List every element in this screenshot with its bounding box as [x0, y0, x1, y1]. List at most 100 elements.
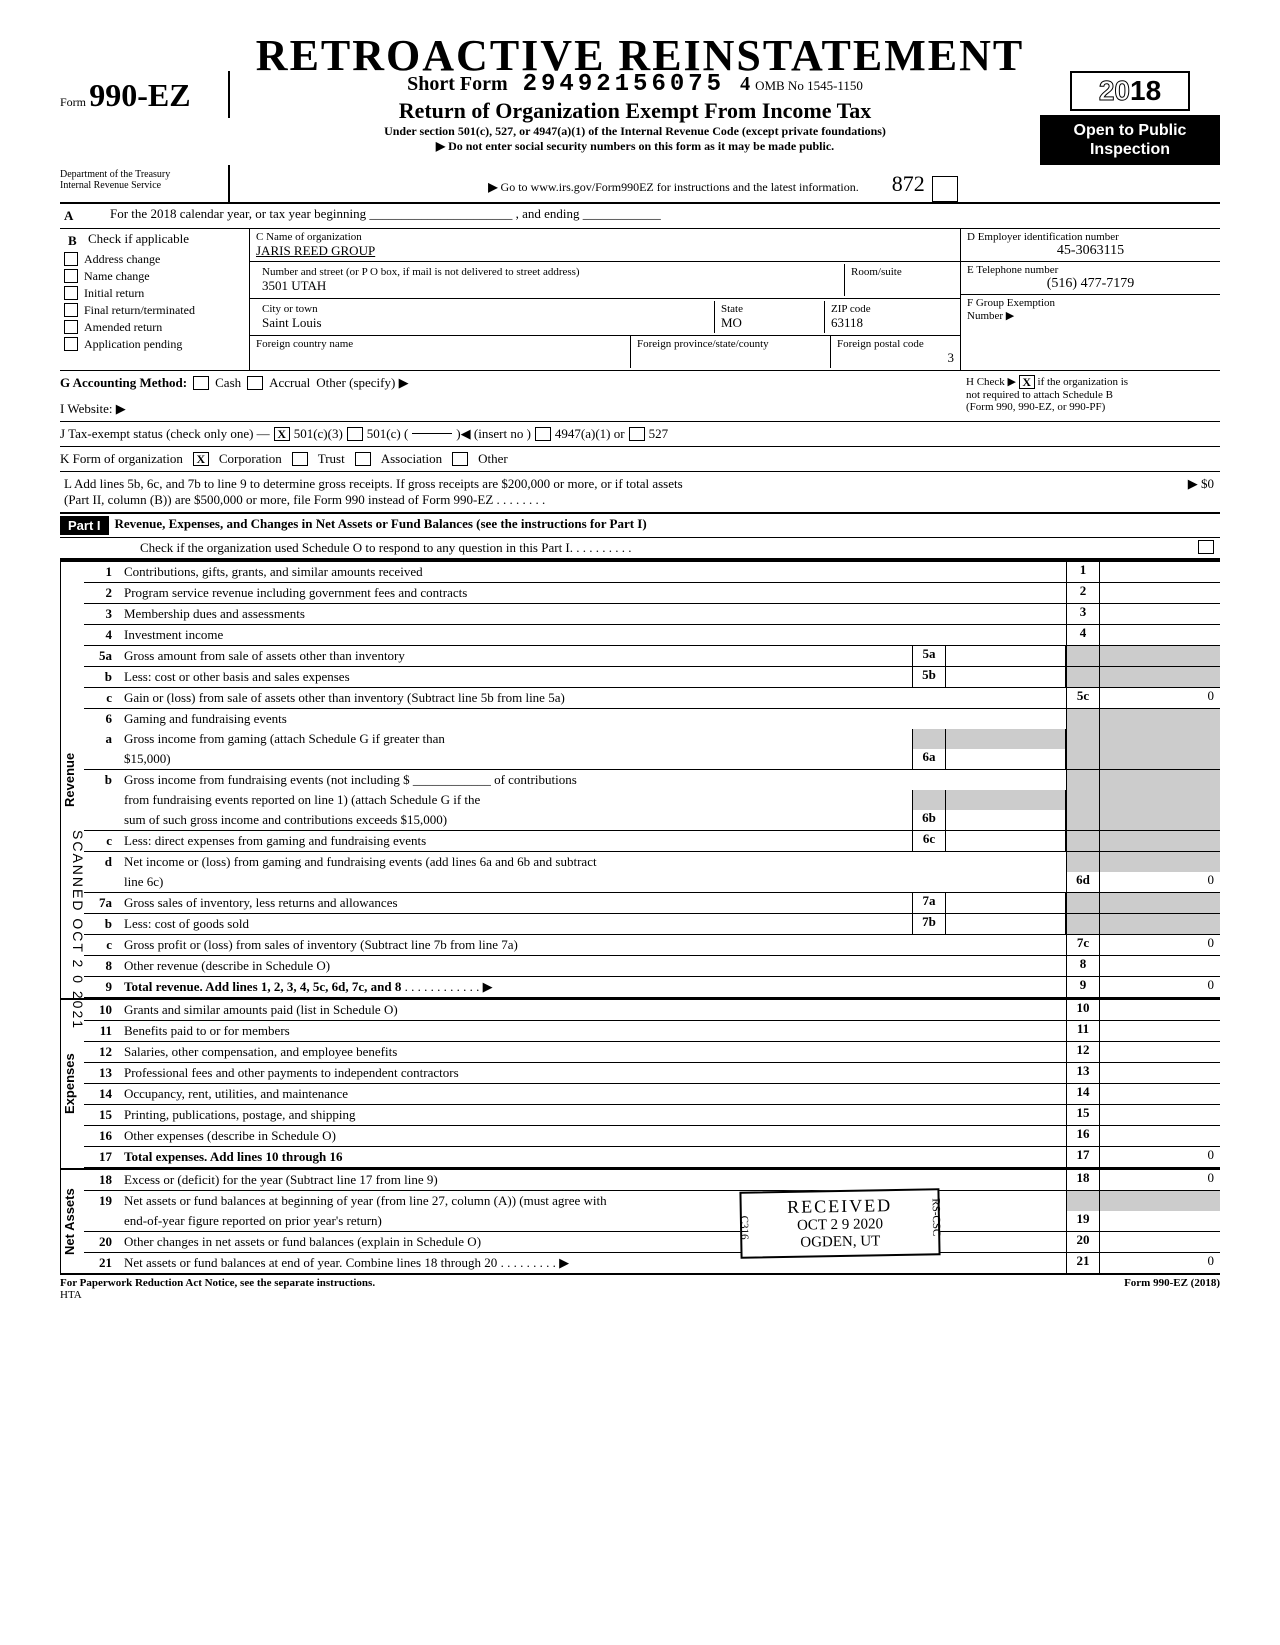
chk-final-return[interactable] — [64, 303, 78, 317]
h-text1: H Check ▶ — [966, 376, 1016, 388]
omb-number: OMB No 1545-1150 — [755, 78, 863, 93]
open-to-public-box: Open to Public Inspection — [1040, 115, 1220, 165]
chk-h[interactable]: X — [1019, 375, 1035, 389]
c-name-value: JARIS REED GROUP — [256, 243, 954, 259]
line-12: Salaries, other compensation, and employ… — [120, 1042, 1066, 1062]
c-state-label: State — [721, 303, 818, 315]
chk-other-org[interactable] — [452, 452, 468, 466]
g-label: G Accounting Method: — [60, 375, 187, 391]
chk-527[interactable] — [629, 427, 645, 441]
lbl-addr-change: Address change — [84, 252, 160, 267]
line-10: Grants and similar amounts paid (list in… — [120, 1000, 1066, 1020]
stamp-side-right: RS-CSC — [930, 1198, 943, 1236]
lbl-accrual: Accrual — [269, 375, 310, 391]
chk-trust[interactable] — [292, 452, 308, 466]
year-box: 2018 — [1070, 71, 1190, 111]
form-header: Form 990-EZ Short Form 29492156075 4 OMB… — [60, 71, 1220, 165]
lbl-initial-return: Initial return — [84, 286, 144, 301]
i-website: I Website: ▶ — [60, 397, 960, 417]
b-header: Check if applicable — [88, 231, 189, 251]
e-phone-value: (516) 477-7179 — [967, 276, 1214, 292]
part-i-header: Part I Revenue, Expenses, and Changes in… — [60, 514, 1220, 538]
lbl-501c-open: 501(c) ( — [367, 426, 409, 442]
line-7b: Less: cost of goods sold — [120, 914, 912, 934]
line-6b-2: from fundraising events reported on line… — [120, 790, 912, 810]
scanned-stamp: SCANNED OCT 2 0 2021 — [70, 830, 86, 1030]
chk-addr-change[interactable] — [64, 252, 78, 266]
main-title: Return of Organization Exempt From Incom… — [238, 98, 1032, 124]
line-9: Total revenue. Add lines 1, 2, 3, 4, 5c,… — [124, 979, 401, 994]
lbl-app-pending: Application pending — [84, 337, 182, 352]
line-7c: Gross profit or (loss) from sales of inv… — [120, 935, 1066, 955]
chk-corp[interactable]: X — [193, 452, 209, 466]
line-13: Professional fees and other payments to … — [120, 1063, 1066, 1083]
val-17: 0 — [1100, 1147, 1220, 1167]
chk-accrual[interactable] — [247, 376, 263, 390]
lbl-501c-insert: )◀ (insert no ) — [456, 426, 531, 442]
line-6a-1: Gross income from gaming (attach Schedul… — [120, 729, 912, 749]
initials-handwritten: 872 — [892, 171, 925, 196]
c-name-label: C Name of organization — [256, 231, 954, 243]
stamp-loc: OGDEN, UT — [752, 1232, 928, 1252]
line-6d-1: Net income or (loss) from gaming and fun… — [120, 852, 1066, 872]
chk-501c[interactable] — [347, 427, 363, 441]
chk-part-i[interactable] — [1198, 540, 1214, 554]
c-foreign-prov: Foreign province/state/county — [637, 338, 824, 350]
lbl-4947: 4947(a)(1) or — [555, 426, 625, 442]
c-city-value: Saint Louis — [262, 315, 708, 331]
c-city-label: City or town — [262, 303, 708, 315]
line-15: Printing, publications, postage, and shi… — [120, 1105, 1066, 1125]
netassets-vert-label: Net Assets — [60, 1170, 84, 1273]
lbl-final-return: Final return/terminated — [84, 303, 195, 318]
footer-right: Form 990-EZ (2018) — [1124, 1277, 1220, 1301]
open-to-public: Open to Public — [1044, 121, 1216, 140]
l-text2: (Part II, column (B)) are $500,000 or mo… — [64, 492, 493, 507]
line-14: Occupancy, rent, utilities, and maintena… — [120, 1084, 1066, 1104]
form-number-box: Form 990-EZ — [60, 71, 230, 118]
footer: For Paperwork Reduction Act Notice, see … — [60, 1275, 1220, 1301]
chk-assoc[interactable] — [355, 452, 371, 466]
line-5a: Gross amount from sale of assets other t… — [120, 646, 912, 666]
chk-cash[interactable] — [193, 376, 209, 390]
line-5c: Gain or (loss) from sale of assets other… — [120, 688, 1066, 708]
net-assets-block: Net Assets 18Excess or (deficit) for the… — [60, 1168, 1220, 1275]
c-street-value: 3501 UTAH — [262, 278, 838, 294]
chk-4947[interactable] — [535, 427, 551, 441]
sub-line-3: Go to www.irs.gov/Form990EZ for instruct… — [501, 180, 859, 194]
block-b-through-f: BCheck if applicable Address change Name… — [60, 229, 1220, 371]
j-label: J Tax-exempt status (check only one) — — [60, 426, 270, 442]
short-form-label: Short Form — [407, 73, 508, 95]
chk-initial-return[interactable] — [64, 286, 78, 300]
dept-center: ▶ Go to www.irs.gov/Form990EZ for instru… — [230, 165, 1220, 201]
irs-label: Internal Revenue Service — [60, 180, 224, 191]
footer-left: For Paperwork Reduction Act Notice, see … — [60, 1277, 375, 1289]
chk-name-change[interactable] — [64, 269, 78, 283]
chk-501c3[interactable]: X — [274, 427, 290, 441]
omb-small: 4 — [740, 73, 750, 95]
c-foreign-country: Foreign country name — [256, 338, 624, 350]
c-street-label: Number and street (or P O box, if mail i… — [262, 266, 838, 278]
col-d-e-f: D Employer identification number 45-3063… — [960, 229, 1220, 370]
c-room-label: Room/suite — [851, 266, 948, 278]
header-center: Short Form 29492156075 4 OMB No 1545-115… — [230, 71, 1040, 154]
chk-app-pending[interactable] — [64, 337, 78, 351]
line-a: A For the 2018 calendar year, or tax yea… — [60, 204, 1220, 229]
line-k: K Form of organization XCorporation Trus… — [60, 447, 1220, 472]
c-zip-label: ZIP code — [831, 303, 948, 315]
lbl-other-method: Other (specify) ▶ — [316, 375, 408, 391]
line-6a-2: $15,000) — [120, 749, 912, 769]
line-18: Excess or (deficit) for the year (Subtra… — [120, 1170, 1066, 1190]
val-21: 0 — [1100, 1253, 1220, 1273]
stamp-number: 29492156075 — [523, 71, 725, 98]
part-i-check: Check if the organization used Schedule … — [60, 538, 1220, 560]
lbl-amended: Amended return — [84, 320, 162, 335]
expenses-block: Expenses 10Grants and similar amounts pa… — [60, 998, 1220, 1168]
lbl-trust: Trust — [318, 451, 345, 467]
c-zip-value: 63118 — [831, 315, 948, 331]
line-6d-2: line 6c) — [120, 872, 1066, 892]
d-ein-label: D Employer identification number — [967, 231, 1214, 243]
chk-amended[interactable] — [64, 320, 78, 334]
k-label: K Form of organization — [60, 451, 183, 467]
c-foreign-postal: Foreign postal code — [837, 338, 954, 350]
line-1: Contributions, gifts, grants, and simila… — [120, 562, 1066, 582]
